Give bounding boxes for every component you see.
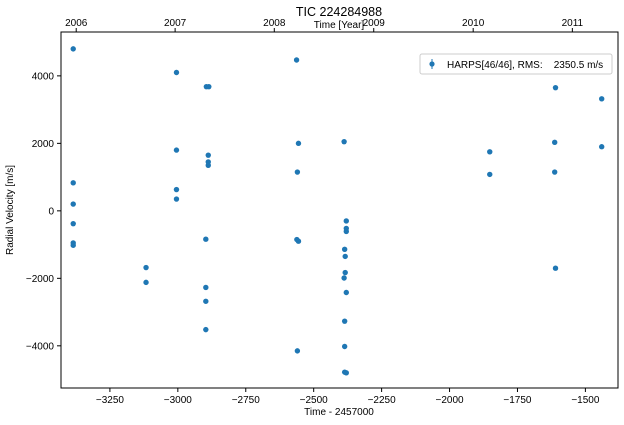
x-tick-label: −2750 <box>232 395 261 406</box>
data-point <box>343 218 349 224</box>
plot-frame <box>60 31 619 389</box>
data-point <box>551 169 558 175</box>
data-point <box>173 196 180 202</box>
y-tick-label: 2000 <box>32 139 55 150</box>
legend-marker <box>429 61 435 67</box>
data-point <box>598 96 605 102</box>
data-point <box>294 169 301 175</box>
data-point <box>70 180 76 186</box>
data-point <box>343 228 349 235</box>
data-point <box>552 265 559 271</box>
data-point <box>203 326 209 333</box>
x-tick-label: −2250 <box>368 395 397 406</box>
y-axis-ticks: −4000 −2000 0 2000 4000 <box>26 71 61 352</box>
data-point <box>341 343 348 350</box>
data-point <box>70 242 76 248</box>
data-point <box>293 57 300 63</box>
y-tick-label: −4000 <box>26 341 55 352</box>
data-point <box>551 139 558 146</box>
data-point <box>203 236 209 242</box>
top-x-axis-ticks: 2006 2007 2008 2009 2010 2011 <box>65 18 584 32</box>
legend: HARPS[46/46], RMS: 2350.5 m/s <box>419 53 613 75</box>
x-tick-label: −1750 <box>503 395 532 406</box>
x-tick-label: −2000 <box>435 395 464 406</box>
data-point <box>70 46 76 52</box>
legend-box <box>419 53 613 75</box>
data-point <box>203 284 209 291</box>
data-point <box>341 275 347 281</box>
data-point <box>173 186 180 193</box>
data-point <box>343 289 349 296</box>
data-point <box>143 279 149 286</box>
data-point <box>295 140 302 147</box>
data-point <box>173 69 180 76</box>
data-point <box>487 149 493 155</box>
top-tick-label: 2008 <box>263 18 286 29</box>
data-point <box>203 298 209 304</box>
data-point <box>342 269 348 276</box>
data-point <box>598 144 605 150</box>
chart-title: TIC 224284988 <box>296 5 382 19</box>
data-point <box>295 238 302 244</box>
data-point <box>341 138 347 145</box>
x-tick-label: −2500 <box>300 395 329 406</box>
data-point <box>341 246 348 253</box>
x-tick-label: −1500 <box>571 395 600 406</box>
x-axis-label: Time - 2457000 <box>304 407 374 418</box>
data-point <box>294 348 301 354</box>
data-point <box>173 147 180 153</box>
data-point <box>70 201 76 207</box>
data-point <box>70 220 76 227</box>
data-point <box>487 171 493 178</box>
top-tick-label: 2007 <box>164 18 187 29</box>
data-point <box>205 162 211 168</box>
data-point <box>341 318 348 324</box>
top-tick-label: 2010 <box>462 18 485 29</box>
x-tick-label: −3250 <box>96 395 125 406</box>
data-point <box>143 264 149 271</box>
top-tick-label: 2009 <box>363 18 386 29</box>
y-tick-label: −2000 <box>26 274 55 285</box>
data-point <box>205 152 211 158</box>
legend-label: HARPS[46/46], RMS: 2350.5 m/s <box>447 60 603 71</box>
top-tick-label: 2006 <box>65 18 88 29</box>
top-x-axis-label: Time [Year] <box>314 20 365 31</box>
y-axis-label: Radial Velocity [m/s] <box>5 165 16 255</box>
data-points <box>70 46 605 376</box>
top-tick-label: 2011 <box>562 18 584 29</box>
x-axis-ticks: −3250 −3000 −2750 −2500 −2250 −2000 −1750 −1500 <box>96 388 600 406</box>
data-point <box>206 83 212 90</box>
y-tick-label: 0 <box>48 206 54 217</box>
y-tick-label: 4000 <box>32 71 55 82</box>
x-tick-label: −3000 <box>164 395 193 406</box>
data-point <box>342 253 348 260</box>
data-point <box>343 370 349 376</box>
data-point <box>552 84 559 91</box>
